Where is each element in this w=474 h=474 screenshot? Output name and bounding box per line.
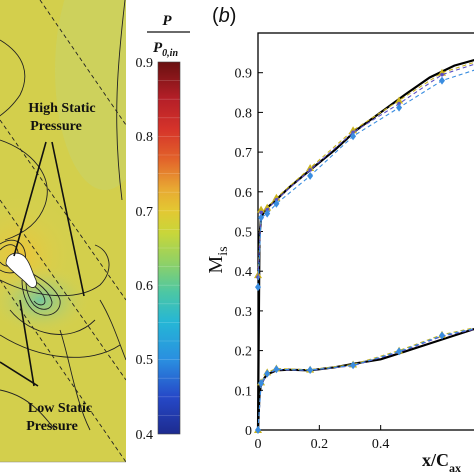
diamond-marker — [255, 426, 261, 434]
y-tick-label: 0.6 — [235, 186, 253, 201]
y-axis-label: Mis — [205, 246, 231, 273]
y-tick-label: 0.1 — [235, 384, 253, 399]
colorbar-bands — [158, 80, 180, 416]
triangle-marker — [272, 193, 281, 201]
colorbar-title-denominator: P0,in — [153, 40, 178, 59]
colorbar-scale — [157, 61, 181, 435]
triangle-marker — [306, 163, 315, 171]
triangle-marker — [263, 203, 272, 211]
annotation-low-static-line2: Pressure — [26, 419, 78, 434]
colorbar-title-subscript: 0,in — [162, 48, 178, 59]
diamond-marker — [273, 365, 280, 374]
colorbar-title-numerator: P — [162, 13, 172, 29]
panel-b-label: (b) — [212, 5, 236, 27]
y-axis: 0 0.1 0.2 0.3 0.4 0.5 0.6 0.7 0.8 0.9 — [235, 32, 263, 439]
y-tick-label: 0.3 — [235, 305, 253, 320]
diamond-marker — [307, 366, 314, 375]
colorbar-tick-2: 0.7 — [136, 205, 154, 220]
colorbar: P P0,in 0.9 0.8 0.7 0.6 0.5 0.4 — [136, 13, 190, 443]
diamond-marker — [396, 103, 403, 112]
x-tick-label: 0.2 — [311, 437, 329, 452]
y-tick-label: 0.9 — [235, 67, 253, 82]
x-axis-label: x/Cax — [422, 450, 461, 474]
low-pressure-pointer — [19, 299, 35, 387]
diamond-marker — [258, 379, 265, 388]
colorbar-ticks: 0.9 0.8 0.7 0.6 0.5 0.4 — [136, 56, 154, 443]
series-line-dashed-diamonds-upper — [257, 69, 474, 288]
diamond-marker — [255, 283, 261, 292]
series-line-solid-black-lower — [256, 327, 474, 431]
colorbar-tick-0: 0.9 — [136, 56, 154, 71]
triangle-marker — [395, 96, 404, 104]
series-line-solid-black-upper — [256, 58, 474, 431]
low-pressure-pointer-2 — [0, 361, 39, 387]
diamond-marker — [258, 213, 265, 222]
x-tick-label: 0.4 — [372, 437, 390, 452]
diamond-marker — [439, 76, 445, 85]
dot-marker — [308, 168, 312, 172]
series-line-dashed-triangles-upper — [257, 61, 474, 276]
x-axis: 0 0.2 0.4 — [255, 425, 390, 452]
y-tick-label: 0.5 — [235, 226, 253, 241]
contour-panel: High Static Pressure Low Static Pressure — [0, 0, 126, 462]
diamond-marker — [273, 199, 280, 208]
colorbar-tick-3: 0.6 — [136, 279, 154, 294]
panel-b-paren-open: ( — [212, 5, 219, 27]
series-layer — [254, 58, 474, 434]
x-tick-label: 0 — [255, 437, 262, 452]
y-axis-label-sub: is — [216, 246, 231, 255]
dot-marker — [440, 72, 444, 77]
annotation-low-static-line1: Low Static — [28, 401, 92, 416]
y-tick-label: 0 — [245, 424, 252, 439]
panel-b-letter: b — [219, 5, 230, 27]
colorbar-tick-1: 0.8 — [136, 130, 154, 145]
annotation-high-static-line2: Pressure — [30, 119, 82, 134]
colorbar-tick-4: 0.5 — [136, 353, 154, 368]
series-line-dashed-purple-upper — [257, 63, 474, 278]
panel-b-paren-close: ) — [230, 5, 237, 27]
mis-plot: 0 0.1 0.2 0.3 0.4 0.5 0.6 0.7 0.8 0.9 0 0.2 0.4 Mis… — [205, 32, 474, 474]
triangle-marker — [257, 205, 266, 213]
colorbar-tick-5: 0.4 — [136, 428, 154, 443]
high-pressure-pointer-2 — [51, 141, 85, 297]
dot-marker — [259, 210, 263, 215]
diamond-marker — [350, 132, 357, 141]
blade-leading-edge — [5, 252, 37, 288]
annotation-high-static-line1: High Static — [28, 101, 95, 116]
diamond-marker — [350, 361, 357, 370]
y-tick-label: 0.7 — [235, 146, 253, 161]
y-tick-label: 0.2 — [235, 345, 253, 360]
series-line-dashed-triangles-lower — [257, 327, 474, 431]
y-tick-label: 0.8 — [235, 106, 253, 121]
y-tick-label: 0.4 — [235, 265, 253, 280]
diamond-marker — [264, 209, 271, 218]
x-axis-label-sub: ax — [449, 461, 461, 474]
series-line-dashed-diamonds-lower — [257, 328, 474, 431]
diamond-marker — [307, 171, 314, 180]
series-line-dashed-purple-lower — [257, 328, 474, 431]
diamond-marker — [396, 347, 403, 356]
diamond-marker — [439, 331, 445, 340]
high-pressure-pointer — [13, 141, 47, 257]
diamond-marker — [264, 369, 271, 378]
